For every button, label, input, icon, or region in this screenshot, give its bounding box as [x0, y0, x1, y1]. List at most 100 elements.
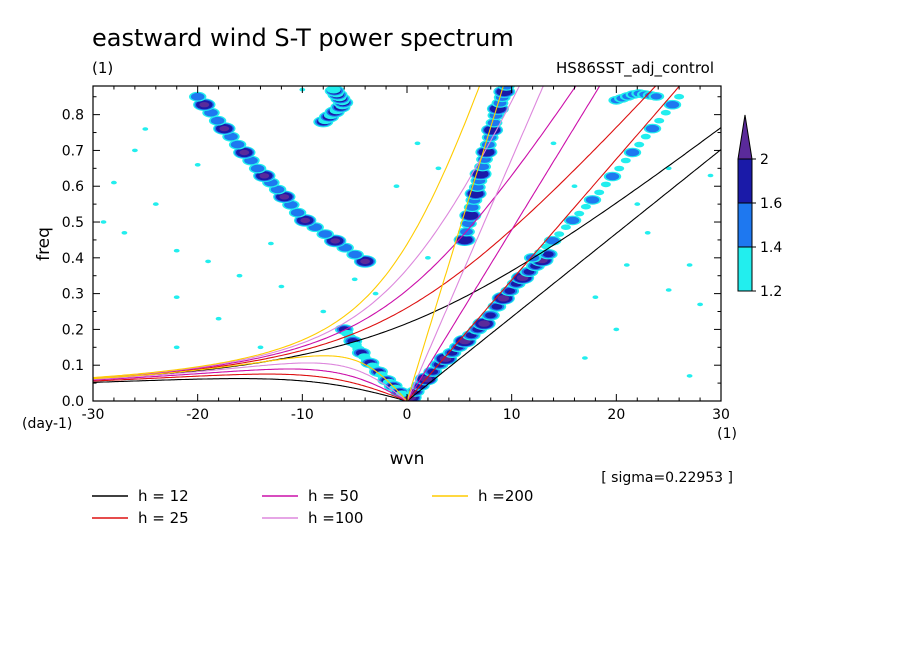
power-contour-blob: [478, 320, 490, 327]
legend-label: h = 12: [138, 487, 189, 505]
power-contour-blob: [686, 374, 693, 378]
y-tick-label: 0.5: [62, 215, 84, 231]
power-contour-blob: [545, 237, 560, 245]
power-contour-blob: [634, 141, 645, 148]
power-contour-blob: [644, 231, 651, 235]
power-contour-blob: [565, 216, 580, 225]
colorbar-label: 1.6: [760, 196, 782, 212]
mrg-curve-h50: [93, 86, 577, 379]
power-contour-blob: [239, 149, 250, 156]
power-contour-blob: [414, 141, 421, 146]
power-contour-blob: [613, 327, 620, 332]
power-contour-blob: [665, 101, 680, 109]
legend: h = 12 h = 25 h = 50 h =100 h =200: [92, 487, 533, 527]
power-contour-blob: [665, 288, 672, 292]
power-contour-blob: [600, 181, 611, 188]
subtitle-left: (1): [92, 59, 113, 77]
kelvin-curve-h25: [406, 86, 681, 401]
colorbar-segment: [737, 202, 753, 248]
power-contour-blob: [580, 203, 591, 210]
power-contour-blob: [674, 93, 685, 100]
power-contour-blob: [594, 189, 605, 196]
power-contour-blob: [485, 312, 496, 319]
power-contour-blob: [497, 295, 510, 302]
legend-label: h =100: [308, 509, 363, 527]
power-contour-blob: [330, 238, 341, 244]
power-contour-blob: [320, 309, 327, 314]
power-contour-blob: [215, 316, 222, 321]
power-contour-blob: [279, 194, 290, 200]
power-contour-blob: [121, 231, 128, 235]
power-contour-blob: [300, 217, 311, 224]
power-contour-blob: [173, 248, 180, 253]
power-contour-blob: [582, 356, 588, 360]
power-contour-blob: [686, 263, 693, 267]
power-contour-blob: [244, 156, 258, 165]
power-contour-blob: [425, 255, 431, 260]
power-contour-blob: [614, 165, 625, 172]
kelvin-curve-h50: [406, 86, 601, 401]
power-contour-blob: [224, 132, 238, 141]
rossby-curve-h25: [93, 373, 408, 401]
y-tick-label: 0.3: [62, 287, 84, 303]
power-contour-blob: [194, 163, 201, 167]
power-contour-blob: [290, 208, 305, 217]
x-tick-label: 20: [607, 407, 625, 423]
power-contour-blob: [550, 141, 557, 146]
legend-label: h = 25: [138, 509, 189, 527]
power-contour-blob: [348, 250, 362, 259]
power-contour-blob: [625, 148, 640, 157]
y-tick-label: 0.4: [62, 251, 84, 267]
chart-title: eastward wind S-T power spectrum: [92, 24, 514, 52]
power-contour-blob: [210, 116, 225, 125]
y-tick-label: 0.7: [62, 143, 84, 159]
power-contour-blob: [360, 258, 370, 265]
power-contour-blob: [605, 172, 620, 181]
mrg-curve-h12: [93, 127, 721, 380]
power-contour-blob: [152, 202, 159, 206]
legend-label: h = 50: [308, 487, 359, 505]
power-contour-blob: [284, 201, 298, 209]
power-contour-blob: [326, 86, 341, 94]
power-contour-blob: [620, 157, 631, 164]
power-contour-blob: [132, 148, 138, 153]
kelvin-curve-h100: [406, 86, 544, 401]
rossby-curve-h100: [93, 362, 408, 401]
power-contour-blob: [250, 164, 265, 173]
power-contour-blob: [142, 127, 149, 131]
power-contour-blob: [270, 185, 285, 194]
power-contour-blob: [173, 345, 180, 350]
power-contour-blob: [574, 210, 585, 217]
colorbar-extend-arrow: [737, 114, 753, 160]
power-contour-blob: [219, 125, 230, 132]
power-contour-blob: [100, 220, 107, 224]
colorbar-label: 1.4: [760, 240, 782, 256]
y-tick-label: 0.2: [62, 322, 84, 338]
power-contour-blob: [634, 202, 641, 206]
power-contour-blob: [318, 230, 333, 238]
power-contour-blob: [257, 345, 264, 350]
dispersion-curves: [93, 86, 721, 401]
power-contour-blob: [268, 241, 274, 246]
power-contour-blob: [111, 180, 117, 185]
power-contour-blob: [470, 183, 484, 191]
power-contour-blob: [435, 166, 442, 171]
power-contour-blob: [204, 108, 218, 117]
power-contour-blob: [462, 211, 479, 220]
power-contour-blob: [623, 263, 630, 267]
mrg-curve-h100: [93, 86, 521, 379]
sigma-text: [ sigma=0.22953 ]: [601, 470, 733, 486]
power-contour-blob: [487, 119, 501, 127]
power-field: [100, 86, 714, 401]
power-contour-blob: [230, 140, 245, 149]
colorbar-segment: [737, 246, 753, 292]
colorbar: 1.2 1.4 1.6 2: [737, 114, 782, 300]
colorbar-label: 2: [760, 152, 769, 168]
power-contour-blob: [465, 203, 479, 211]
power-contour-blob: [654, 117, 665, 124]
power-contour-blob: [199, 102, 210, 108]
axes: -30 -20 -10 0 10 20 30 0.0 0.1 0.2 0.3 0.4 0.5 0.6 0.7…: [62, 86, 730, 423]
colorbar-label: 1.2: [760, 284, 782, 300]
x-tick-label: -30: [82, 407, 105, 423]
